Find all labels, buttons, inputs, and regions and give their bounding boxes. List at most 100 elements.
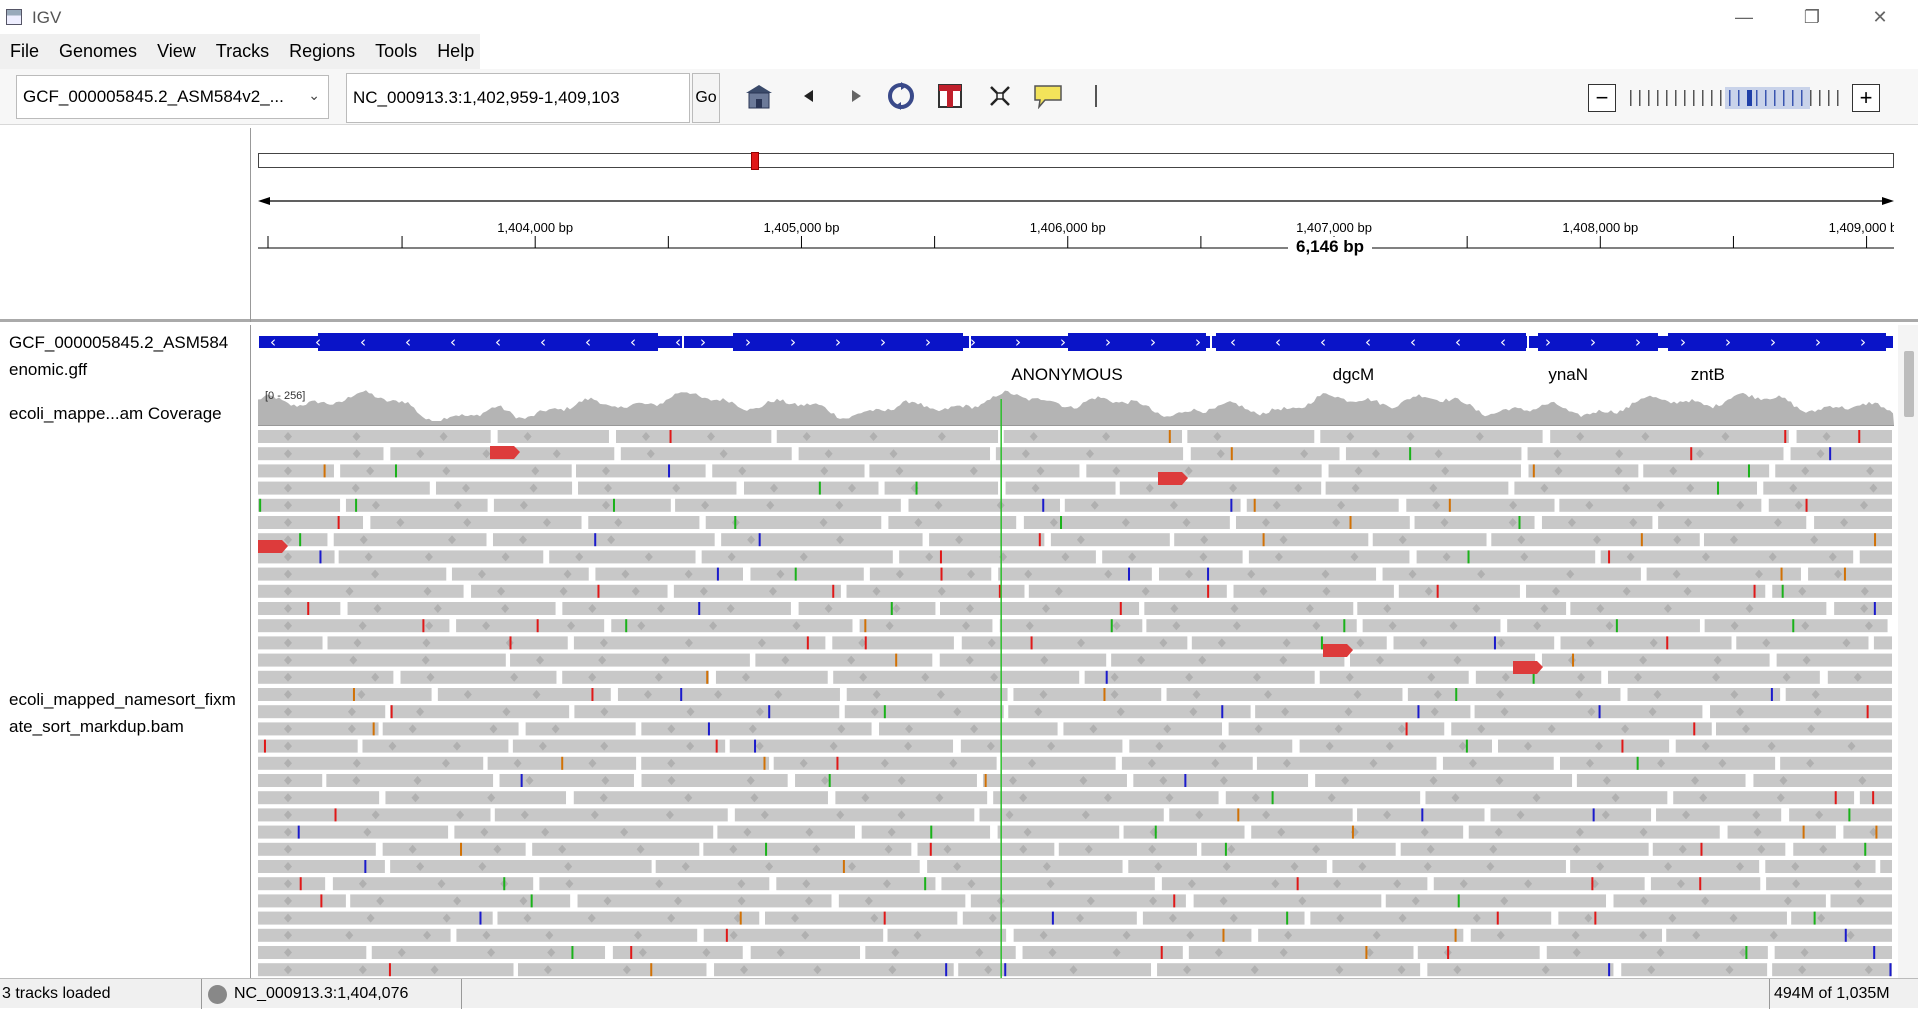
read-alignment [333,533,487,547]
mismatch-base [864,636,867,650]
vertical-scrollbar[interactable] [1898,325,1918,978]
read-alignment [258,481,430,495]
gff-track-name-2[interactable]: enomic.gff [9,360,88,379]
read-strand-mark [1137,655,1146,665]
gene-label-anonymous[interactable]: ANONYMOUS [1011,365,1123,384]
read-strand-mark [1046,879,1055,889]
gene-label-zntb[interactable]: zntB [1690,365,1725,384]
read-strand-mark [284,913,292,923]
read-strand-mark [1393,879,1402,889]
scrollbar-thumb[interactable] [1904,351,1914,417]
read-alignment [1328,464,1521,478]
read-strand-mark [347,707,356,717]
fit-window-icon[interactable] [984,80,1016,112]
menu-genomes[interactable]: Genomes [59,41,138,61]
read-strand-mark [1372,930,1381,940]
home-icon[interactable] [743,80,775,112]
read-strand-mark [1089,724,1098,734]
read-strand-mark [861,793,870,803]
alignment-canvas[interactable]: ‹ ‹ ‹ ‹ ‹ ‹ ‹ ‹ ‹ ‹ › › › › › › › › › › › › ‹ ‹ ‹ ‹ ‹ ‹ ‹ › › › › › › › › [258,325,1894,978]
menu-regions[interactable]: Regions [289,41,356,61]
bam-track-name[interactable]: ecoli_mapped_namesort_fixm [9,690,236,709]
roi-icon[interactable] [934,80,966,112]
read-strand-mark [1547,724,1556,734]
read-strand-mark [541,827,550,837]
read-strand-mark [1432,500,1441,510]
gene-label-dgcm[interactable]: dgcM [1332,365,1375,384]
read-alignment [1058,842,1197,856]
zoom-tick [1711,90,1713,106]
read-strand-mark [1602,776,1611,785]
read-strand-mark [709,621,718,631]
zoom-tick [1792,90,1794,106]
read-strand-mark [1754,569,1763,579]
menu-view[interactable]: View [157,41,196,61]
bam-track-name-2[interactable]: ate_sort_markdup.bam [9,717,184,736]
locus-search-input[interactable] [346,73,690,123]
read-alignment [1859,550,1892,564]
read-strand-mark [519,896,528,906]
menu-tracks[interactable]: Tracks [215,41,270,61]
read-strand-mark [1622,483,1631,493]
menu-tools[interactable]: Tools [375,41,418,61]
read-strand-mark [1172,621,1181,631]
menu-help[interactable]: Help [437,41,475,61]
genome-dropdown[interactable]: GCF_000005845.2_ASM584v2_... ⌄ [16,75,329,119]
gff-track-name[interactable]: GCF_000005845.2_ASM584 [9,333,229,352]
read-alignment [861,825,991,839]
minimize-button[interactable]: — [1735,6,1753,27]
status-memory[interactable]: 494M of 1,035M [1774,985,1890,1002]
read-strand-mark [551,724,560,734]
read-strand-mark [967,879,976,889]
mismatch-base [320,894,323,908]
read-strand-mark [1451,793,1460,803]
read-alignment [258,584,464,598]
gene-feature [318,333,658,351]
read-strand-mark [1684,518,1693,527]
read-strand-mark [588,758,597,768]
strand-arrow-icon: › [925,333,931,351]
forward-icon[interactable] [840,80,872,112]
read-strand-mark [1049,518,1058,527]
read-alignment [258,498,341,512]
read-strand-mark [463,690,472,699]
gene-label-ynan[interactable]: ynaN [1548,365,1588,384]
close-button[interactable]: ✕ [1872,6,1888,27]
coverage-track-name[interactable]: ecoli_mappe...am Coverage [9,404,222,423]
read-strand-mark [776,948,785,957]
read-strand-mark [1721,432,1730,441]
tracks-area[interactable]: ‹ ‹ ‹ ‹ ‹ ‹ ‹ ‹ ‹ ‹ › › › › › › › › › › › › ‹ ‹ ‹ ‹ ‹ ‹ ‹ › › › › › › › › [0… [258,325,1894,978]
mismatch-base [1864,842,1867,856]
mismatch-base [509,636,512,650]
back-icon[interactable] [793,80,825,112]
restore-button[interactable]: ❐ [1803,6,1821,27]
read-strand-mark [284,672,292,682]
read-strand-mark [423,930,432,940]
read-strand-mark [284,690,292,699]
zoom-out-button[interactable]: − [1588,84,1616,112]
read-strand-mark [1279,655,1288,665]
read-alignment [512,739,726,753]
chromosome-ideogram[interactable] [258,153,1894,168]
zoom-in-button[interactable]: + [1852,84,1880,112]
mismatch-base [323,464,326,478]
go-button[interactable]: Go [692,73,720,123]
read-strand-mark [737,896,746,906]
ruler[interactable]: 1,404,000 bp 1,405,000 bp 1,406,000 bp 1,40… [258,128,1894,322]
menu-file[interactable]: File [10,41,40,61]
read-alignment [437,688,611,701]
read-alignment [1627,688,1781,701]
read-alignment [1643,464,1770,478]
refresh-icon[interactable] [885,80,917,112]
read-strand-mark [892,604,901,613]
read-alignment [908,498,1060,512]
read-strand-mark [284,466,292,476]
read-strand-mark [1713,655,1722,665]
zoom-slider[interactable] [1626,86,1846,110]
ruler-tick-label: 1,407,000 bp [1296,220,1372,235]
read-strand-mark [1653,690,1662,699]
read-alignment [1766,877,1892,891]
popup-info-icon[interactable] [1032,80,1064,112]
strand-arrow-icon: › [1060,333,1066,351]
read-alignment [1427,963,1614,977]
